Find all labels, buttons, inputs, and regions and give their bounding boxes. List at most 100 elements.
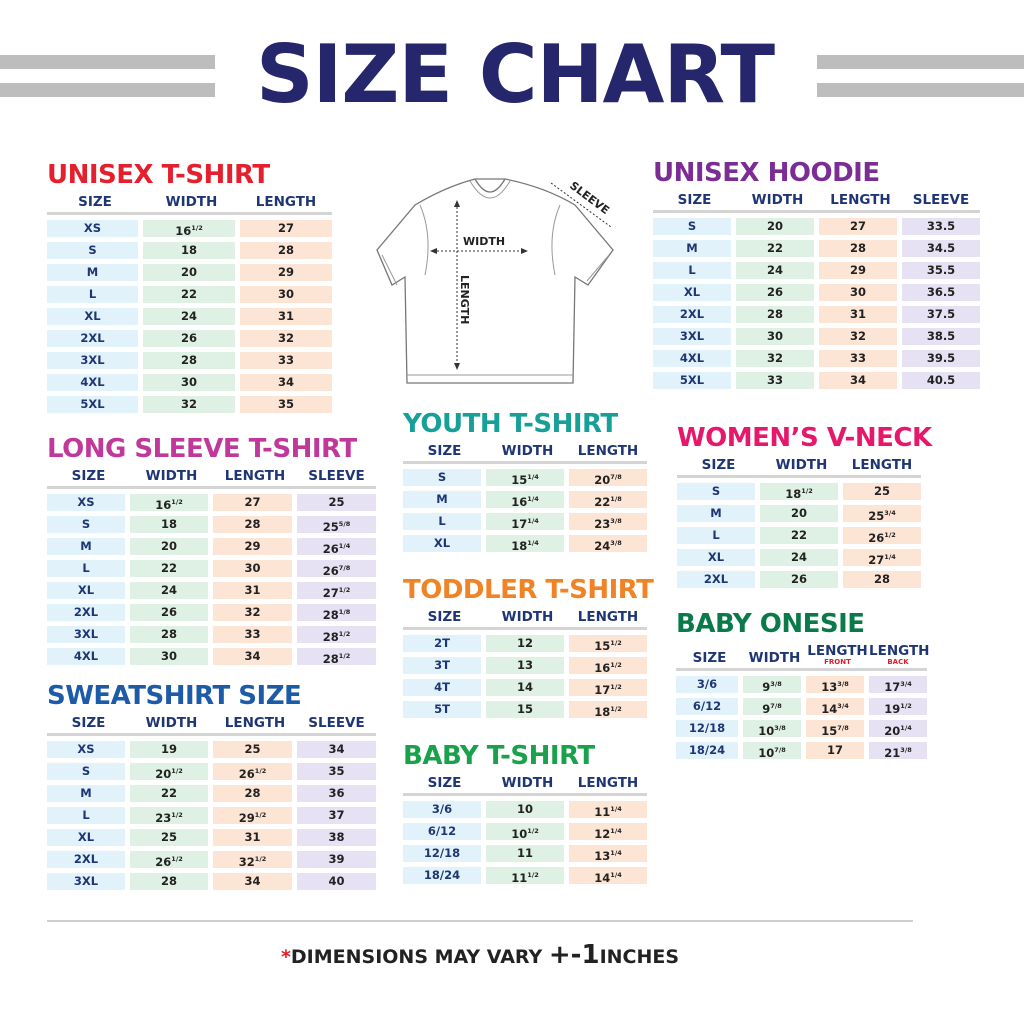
column-header: SIZE: [47, 468, 130, 484]
column-header: SIZE: [47, 715, 130, 731]
table-cell: 151/4: [486, 469, 564, 487]
table-cell: XS: [47, 741, 125, 758]
table-title: WOMEN’S V-NECK: [677, 423, 932, 453]
table-cell: 103/8: [743, 720, 801, 738]
table-cell: S: [403, 469, 481, 486]
table-cell: 22: [130, 560, 208, 577]
column-header: SLEEVE: [297, 468, 376, 484]
table-cell: 35: [240, 396, 332, 413]
table-cell: 18: [130, 516, 208, 533]
table-row: 5XL 32 35: [47, 396, 337, 413]
table-row: 6/12 97/8 143/4 191/2: [676, 698, 932, 716]
table-cell: 5XL: [47, 396, 138, 413]
table-row: 2XL 26 28: [677, 571, 932, 588]
header-label: SIZE: [427, 443, 462, 459]
header-label: SIZE: [677, 192, 712, 208]
table-cell: 2XL: [47, 604, 125, 621]
table-cell: 30: [213, 560, 292, 577]
table-cell: 33: [819, 350, 897, 367]
table-row: 2XL 26 32: [47, 330, 337, 347]
table-row: M 22 28 36: [47, 785, 381, 802]
column-header: WIDTH: [486, 775, 569, 791]
table-row: M 20 29: [47, 264, 337, 281]
table-row: XL 24 31 271/2: [47, 582, 381, 600]
table-row: 3/6 93/8 133/8 173/4: [676, 676, 932, 694]
table-cell: 24: [130, 582, 208, 599]
column-header: SIZE: [653, 192, 736, 208]
table-cell: XS: [47, 494, 125, 511]
table-cell: 181/2: [760, 483, 838, 501]
decor-bar: [817, 55, 1024, 69]
header-label: SIZE: [427, 609, 462, 625]
table-row: 2XL 261/2 321/2 39: [47, 851, 381, 869]
unit: INCHES: [599, 946, 680, 968]
table-long-sleeve: LONG SLEEVE T-SHIRT SIZE WIDTH LENGTH SLEEVE…: [47, 434, 381, 666]
table-cell: 97/8: [743, 698, 801, 716]
divider: [47, 920, 913, 922]
table-cell: M: [677, 505, 755, 522]
table-cell: 131/4: [569, 845, 647, 863]
table-row: M 22 28 34.5: [653, 240, 985, 257]
table-row: 3/6 10 111/4: [403, 801, 652, 819]
column-header: LENGTH: [569, 609, 647, 625]
table-cell: S: [47, 242, 138, 259]
table-cell: 3/6: [403, 801, 481, 818]
table-cell: 151/2: [569, 635, 647, 653]
table-cell: 31: [819, 306, 897, 323]
column-header: WIDTH: [130, 715, 213, 731]
table-cell: 101/2: [486, 823, 564, 841]
table-cell: 6/12: [403, 823, 481, 840]
table-cell: 28: [130, 626, 208, 643]
column-header: LENGTH: [819, 192, 902, 208]
table-cell: 17: [806, 742, 864, 759]
table-cell: S: [47, 516, 125, 533]
table-cell: 40.5: [902, 372, 980, 389]
table-cell: 2T: [403, 635, 481, 652]
table-cell: 22: [130, 785, 208, 802]
table-row: XS 161/2 27 25: [47, 494, 381, 512]
column-header: LENGTH: [240, 194, 332, 210]
header-label: WIDTH: [145, 468, 198, 484]
table-cell: 2XL: [677, 571, 755, 588]
table-baby-onesie: BABY ONESIE SIZE WIDTH LENGTH FRONT LENGTH BAC…: [676, 609, 932, 760]
table-row: S 151/4 207/8: [403, 469, 652, 487]
table-cell: 32: [819, 328, 897, 345]
decor-bar: [0, 83, 215, 97]
table-row: L 171/4 233/8: [403, 513, 652, 531]
width-label: WIDTH: [463, 235, 505, 248]
table-cell: L: [47, 286, 138, 303]
table-cell: 271/4: [843, 549, 921, 567]
table-cell: 18/24: [676, 742, 738, 759]
table-cell: 267/8: [297, 560, 376, 578]
table-cell: 33: [736, 372, 814, 389]
table-cell: 30: [130, 648, 208, 665]
table-cell: 181/2: [569, 701, 647, 719]
table-cell: 31: [213, 582, 292, 599]
table-cell: 255/8: [297, 516, 376, 534]
table-row: 6/12 101/2 121/4: [403, 823, 652, 841]
table-cell: 191/2: [869, 698, 927, 716]
table-cell: 5XL: [653, 372, 731, 389]
table-cell: 3T: [403, 657, 481, 674]
table-cell: 4XL: [653, 350, 731, 367]
table-cell: 133/8: [806, 676, 864, 694]
table-cell: 161/2: [130, 494, 208, 512]
table-toddler: TODDLER T-SHIRT SIZE WIDTH LENGTH 2T 12 151/2 3…: [403, 575, 654, 719]
table-cell: 201/2: [130, 763, 208, 781]
length-label: LENGTH: [458, 275, 471, 324]
table-title: BABY T-SHIRT: [403, 741, 595, 771]
asterisk: *: [280, 946, 291, 968]
column-header: WIDTH: [760, 457, 843, 473]
table-cell: 111/4: [569, 801, 647, 819]
header-label: WIDTH: [145, 715, 198, 731]
table-cell: XS: [47, 220, 138, 237]
table-cell: 3XL: [47, 626, 125, 643]
header-label: SLEEVE: [308, 715, 365, 731]
table-cell: 33: [240, 352, 332, 369]
header-label: LENGTH: [255, 194, 317, 210]
table-cell: 26: [130, 604, 208, 621]
table-cell: 6/12: [676, 698, 738, 715]
table-cell: 28: [213, 785, 292, 802]
table-cell: 33: [213, 626, 292, 643]
table-cell: 161/4: [486, 491, 564, 509]
